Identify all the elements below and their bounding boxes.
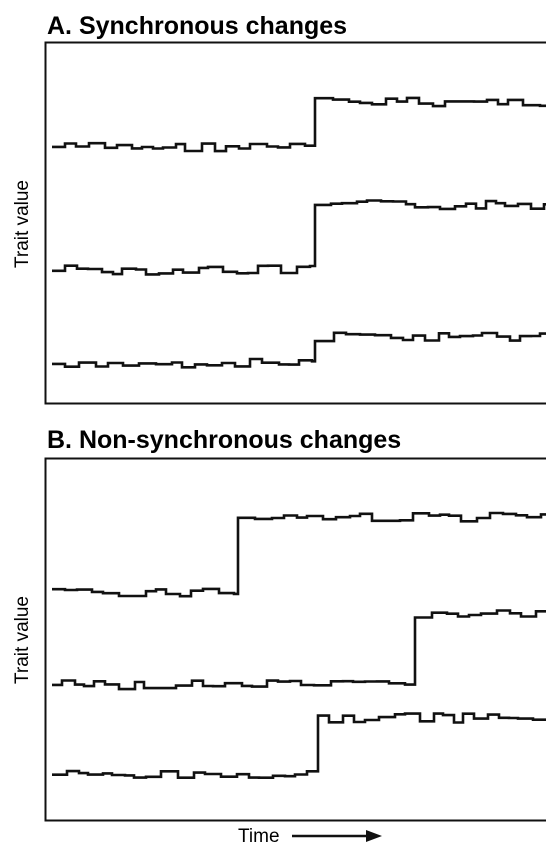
panel-frame (44, 41, 546, 405)
y-axis-label: Trait value (12, 180, 33, 268)
panel-frame (44, 457, 546, 822)
trait-trace (52, 199, 546, 276)
trait-trace (52, 96, 546, 153)
time-arrow-head (366, 830, 382, 842)
trait-trace (52, 331, 546, 369)
trait-trace (52, 511, 546, 598)
y-axis-label: Trait value (12, 596, 33, 684)
panel-title: B. Non-synchronous changes (47, 426, 401, 454)
traces (52, 96, 546, 369)
trait-trace (52, 712, 546, 779)
panel-title: A. Synchronous changes (47, 12, 347, 40)
x-axis-label: Time (238, 826, 280, 847)
traces (52, 511, 546, 779)
trait-trace (52, 609, 546, 691)
